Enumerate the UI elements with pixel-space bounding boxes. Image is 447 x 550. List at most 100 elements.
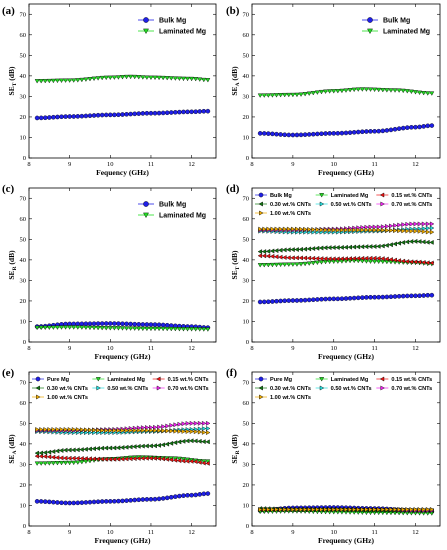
- data-point-marker: [136, 326, 142, 332]
- data-point-marker: [119, 445, 125, 450]
- data-point-marker: [286, 226, 292, 232]
- data-point-marker: [352, 227, 357, 233]
- data-point-marker: [421, 221, 427, 227]
- data-point-marker: [257, 253, 263, 259]
- x-axis-label: Frequency (GHz): [318, 168, 374, 177]
- data-point-marker: [282, 255, 287, 260]
- y-tick-label: 10: [243, 319, 250, 326]
- data-point-marker: [429, 229, 435, 235]
- y-tick-label: 50: [243, 237, 250, 244]
- data-point-marker: [352, 507, 357, 513]
- data-point-marker: [132, 74, 138, 80]
- data-point-marker: [306, 91, 312, 96]
- data-point-marker: [404, 239, 410, 245]
- data-point-marker: [189, 327, 195, 332]
- data-point-marker: [181, 109, 186, 115]
- data-point-marker: [140, 443, 145, 449]
- data-point-marker: [59, 325, 64, 330]
- data-point-marker: [405, 293, 410, 299]
- data-point-marker: [205, 108, 211, 114]
- data-point-marker: [168, 326, 174, 332]
- data-point-marker: [168, 494, 174, 500]
- data-point-marker: [67, 447, 72, 453]
- data-point-marker: [303, 226, 308, 232]
- x-tick-label: 11: [148, 161, 154, 168]
- x-tick-label: 9: [68, 345, 71, 352]
- data-point-marker: [258, 507, 263, 513]
- legend-marker: [143, 17, 149, 23]
- data-point-marker: [91, 76, 97, 82]
- data-point-marker: [84, 427, 89, 433]
- legend-marker: [258, 192, 264, 198]
- data-point-marker: [368, 294, 373, 300]
- data-point-marker: [425, 229, 431, 235]
- legend-marker: [319, 385, 325, 391]
- data-point-marker: [42, 450, 48, 456]
- data-point-marker: [274, 131, 279, 137]
- data-point-marker: [413, 90, 418, 95]
- legend-entry: Pure Mg: [270, 377, 293, 383]
- data-point-marker: [315, 507, 320, 513]
- data-point-marker: [71, 447, 76, 453]
- data-point-marker: [372, 255, 377, 261]
- data-point-marker: [63, 114, 68, 119]
- chart-panel-b: 0 10 20 30 40 50 60 70 8 9 10 11 12 Frequency (GHz) SE…: [226, 3, 441, 177]
- data-point-marker: [278, 254, 283, 260]
- data-point-marker: [286, 507, 292, 513]
- data-point-marker: [201, 77, 207, 83]
- data-point-marker: [67, 460, 73, 466]
- data-point-marker: [290, 226, 296, 232]
- data-point-marker: [286, 262, 292, 267]
- data-point-marker: [59, 78, 64, 83]
- data-point-marker: [115, 75, 121, 80]
- panel-label: (c): [2, 183, 15, 195]
- data-point-marker: [408, 259, 414, 265]
- data-point-marker: [295, 226, 300, 232]
- data-point-marker: [34, 499, 40, 504]
- data-point-marker: [376, 87, 382, 93]
- data-point-marker: [136, 456, 141, 461]
- data-point-marker: [298, 132, 304, 138]
- y-tick-label: 40: [20, 441, 27, 448]
- series-1-00-wt-cnts: [258, 507, 435, 513]
- data-point-marker: [318, 245, 324, 251]
- data-point-marker: [201, 460, 206, 466]
- data-point-marker: [306, 255, 312, 261]
- data-point-marker: [128, 444, 133, 450]
- y-tick-label: 30: [20, 278, 27, 285]
- data-point-marker: [421, 229, 427, 235]
- data-point-marker: [295, 507, 300, 513]
- data-point-marker: [360, 295, 365, 300]
- data-point-marker: [189, 429, 195, 434]
- data-point-marker: [50, 78, 56, 84]
- data-point-marker: [270, 299, 275, 304]
- legend-entry: Laminated Mg: [159, 29, 206, 36]
- data-point-marker: [298, 92, 304, 97]
- y-tick-label: 70: [243, 195, 250, 202]
- y-tick-label: 60: [243, 216, 250, 223]
- data-point-marker: [429, 292, 435, 298]
- data-point-marker: [136, 428, 142, 433]
- data-point-marker: [112, 499, 117, 504]
- plot-frame: [28, 371, 217, 527]
- data-point-marker: [51, 427, 56, 432]
- data-point-marker: [120, 112, 125, 117]
- data-point-marker: [177, 421, 182, 427]
- data-point-marker: [87, 77, 93, 82]
- data-point-marker: [397, 222, 402, 228]
- data-point-marker: [103, 112, 109, 118]
- legend-marker: [259, 210, 264, 216]
- data-point-marker: [153, 428, 158, 433]
- data-point-marker: [380, 224, 386, 230]
- data-point-marker: [380, 507, 386, 513]
- data-point-marker: [421, 507, 427, 513]
- data-point-marker: [197, 327, 203, 332]
- data-point-marker: [278, 226, 284, 232]
- data-point-marker: [156, 496, 162, 502]
- legend-marker: [143, 201, 149, 207]
- data-point-marker: [51, 499, 56, 505]
- data-point-marker: [417, 221, 423, 227]
- data-point-marker: [99, 112, 105, 118]
- series-laminated-mg: [34, 74, 211, 84]
- data-point-marker: [71, 460, 77, 466]
